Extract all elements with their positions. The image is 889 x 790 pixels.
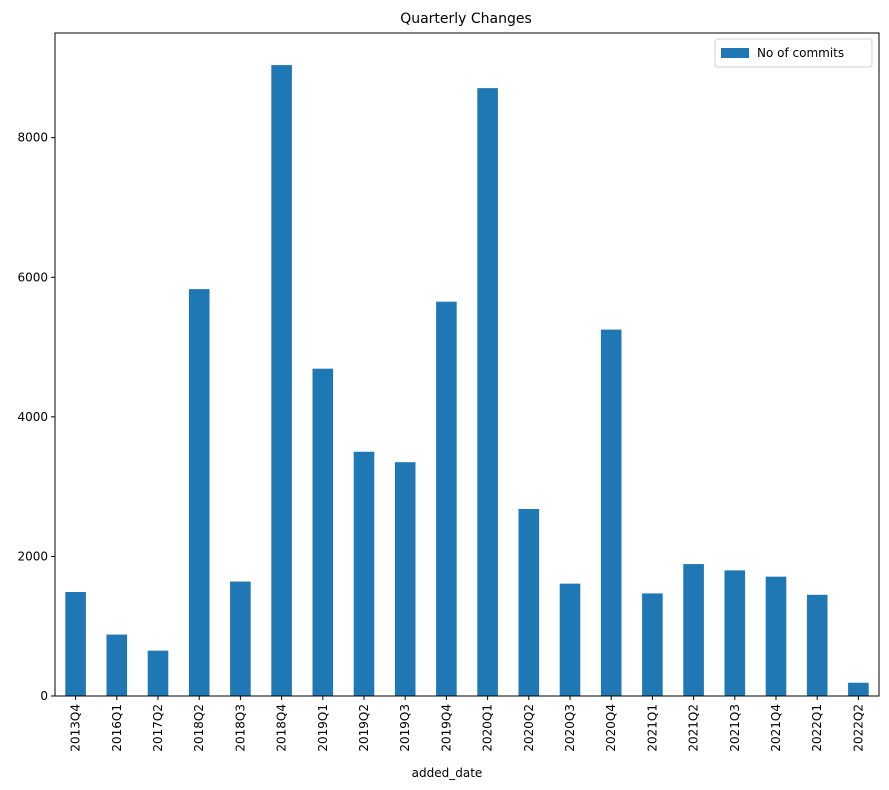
bar-2022Q1 (806, 594, 828, 696)
x-tick-label: 2019Q1 (316, 704, 330, 752)
bar-2019Q4 (436, 301, 457, 696)
x-tick-label: 2020Q1 (481, 704, 495, 752)
y-tick-label: 8000 (17, 131, 48, 145)
bar-2018Q3 (230, 581, 251, 696)
y-tick-label: 0 (40, 689, 48, 703)
bar-2018Q4 (271, 65, 292, 697)
legend-box (714, 38, 873, 68)
bar-2019Q1 (312, 368, 334, 696)
x-tick-label: 2021Q3 (728, 704, 742, 752)
x-tick-label: 2019Q3 (398, 704, 412, 752)
x-tick-label: 2020Q4 (604, 704, 618, 752)
y-tick-label: 6000 (17, 270, 48, 284)
y-axis: 0 2000 4000 6000 8000 (17, 131, 55, 703)
x-tick-label: 2016Q1 (110, 704, 124, 752)
legend-label: No of commits (757, 46, 844, 60)
bar-2019Q2 (353, 451, 375, 696)
x-tick-label: 2022Q2 (851, 704, 865, 752)
chart-title: Quarterly Changes (400, 11, 532, 27)
bars-group (65, 65, 869, 697)
bar-2019Q3 (394, 462, 416, 696)
bar-2021Q1 (642, 593, 663, 696)
bar-2020Q3 (559, 583, 581, 696)
x-axis: 2013Q4 2016Q1 2017Q2 2018Q2 2018Q3 2018Q4 2019… (69, 696, 865, 752)
x-tick-label: 2021Q2 (687, 704, 701, 752)
x-tick-label: 2013Q4 (69, 704, 83, 752)
x-tick-label: 2018Q3 (233, 704, 247, 752)
x-tick-label: 2019Q2 (357, 704, 371, 752)
x-tick-label: 2020Q3 (563, 704, 577, 752)
legend-swatch (721, 48, 749, 58)
bar-2022Q2 (848, 682, 869, 696)
x-tick-label: 2021Q4 (769, 704, 783, 752)
x-tick-label: 2017Q2 (151, 704, 165, 752)
x-tick-label: 2018Q4 (275, 704, 289, 752)
x-tick-label: 2021Q1 (645, 704, 659, 752)
bar-2021Q2 (683, 564, 704, 696)
bar-2017Q2 (147, 650, 169, 696)
x-tick-label: 2019Q4 (439, 704, 453, 752)
bar-2021Q4 (765, 576, 787, 696)
bar-2020Q1 (477, 88, 498, 697)
y-tick-label: 4000 (17, 410, 48, 424)
y-tick-label: 2000 (17, 549, 48, 563)
legend: No of commits (714, 38, 873, 68)
x-tick-label: 2020Q2 (522, 704, 536, 752)
plot-frame (54, 32, 880, 697)
x-tick-label: 2018Q2 (192, 704, 206, 752)
bar-2021Q3 (724, 570, 746, 696)
bar-2018Q2 (188, 289, 210, 696)
bar-2016Q1 (106, 634, 128, 696)
x-axis-label: added_date (412, 766, 483, 780)
bar-2020Q4 (600, 329, 622, 696)
x-tick-label: 2022Q1 (810, 704, 824, 752)
bar-2020Q2 (518, 508, 540, 696)
bar-2013Q4 (65, 592, 86, 696)
